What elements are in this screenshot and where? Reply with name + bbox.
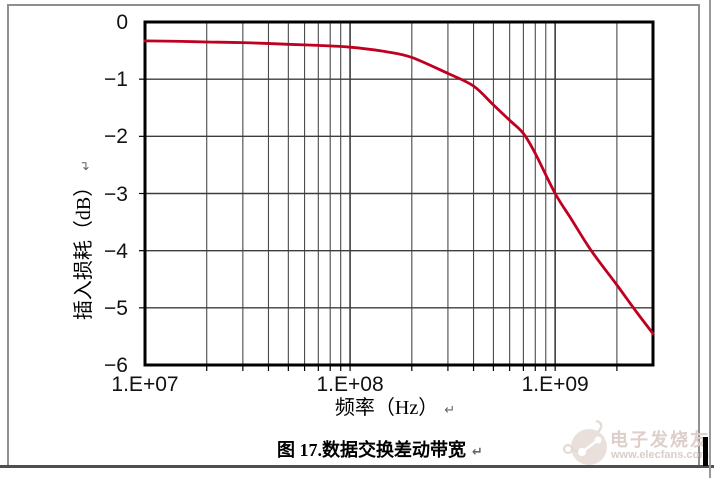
figure-caption-text: 图 17.数据交换差动带宽 bbox=[277, 440, 467, 460]
y-tick-label: −3 bbox=[104, 182, 128, 206]
x-tick-label: 1.E+08 bbox=[316, 373, 384, 396]
watermark-url-text: www.elecfans.com bbox=[611, 449, 710, 461]
text-cursor-mark bbox=[703, 437, 708, 466]
y-tick-label: 0 bbox=[116, 11, 128, 34]
paragraph-return-mark: ↵ bbox=[79, 159, 94, 171]
y-axis-title: 插入损耗（dB） ↵ bbox=[73, 159, 95, 321]
x-axis-title: 频率（Hz） ↵ bbox=[280, 398, 510, 418]
y-tick-label: −2 bbox=[104, 125, 128, 149]
watermark: 电子发烧友 www.elecfans.com bbox=[558, 419, 710, 470]
y-tick-label: −6 bbox=[104, 354, 128, 377]
page-edge-line bbox=[709, 0, 711, 478]
watermark-brand-text: 电子发烧友 bbox=[610, 430, 710, 450]
y-tick-label: −5 bbox=[104, 296, 128, 320]
x-tick-label: 1.E+09 bbox=[521, 373, 589, 396]
y-tick-label: −4 bbox=[104, 239, 128, 263]
x-tick-label: 1.E+07 bbox=[111, 373, 179, 396]
figure-frame bbox=[7, 4, 700, 465]
elecfans-logo-icon bbox=[563, 419, 607, 465]
y-axis-title-text: 插入损耗（dB） bbox=[73, 176, 95, 321]
figure-caption: 图 17.数据交换差动带宽 ↵ bbox=[215, 436, 545, 462]
paragraph-return-mark: ↵ bbox=[472, 445, 483, 460]
paragraph-return-mark: ↵ bbox=[444, 403, 456, 418]
x-axis-title-text: 频率（Hz） bbox=[334, 397, 439, 419]
document-bottom-rule bbox=[0, 465, 714, 468]
y-tick-label: −1 bbox=[104, 68, 128, 92]
